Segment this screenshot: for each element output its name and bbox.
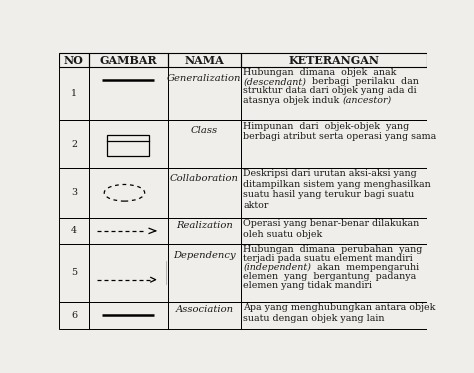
Text: Himpunan  dari  objek-objek  yang
berbagi atribut serta operasi yang sama: Himpunan dari objek-objek yang berbagi a… bbox=[243, 122, 437, 141]
Text: Dependency: Dependency bbox=[173, 251, 236, 260]
Bar bbox=[168, 67, 241, 120]
Text: 3: 3 bbox=[71, 188, 77, 197]
Bar bbox=[59, 218, 89, 244]
Bar bbox=[89, 120, 168, 168]
Text: KETERANGAN: KETERANGAN bbox=[288, 55, 379, 66]
Text: (descendant): (descendant) bbox=[243, 78, 306, 87]
Text: (ancestor): (ancestor) bbox=[343, 95, 392, 104]
Bar bbox=[241, 244, 427, 302]
Text: NAMA: NAMA bbox=[184, 55, 224, 66]
Bar bbox=[241, 53, 427, 67]
Bar bbox=[89, 244, 168, 302]
Text: (independent): (independent) bbox=[243, 263, 311, 272]
Text: akan  mempengaruhi: akan mempengaruhi bbox=[311, 263, 419, 272]
Bar bbox=[241, 67, 427, 120]
Bar bbox=[59, 168, 89, 218]
Bar bbox=[168, 244, 241, 302]
Text: Generalization: Generalization bbox=[167, 73, 242, 82]
Text: Apa yang menghubungkan antara objek
suatu dengan objek yang lain: Apa yang menghubungkan antara objek suat… bbox=[243, 303, 436, 323]
Bar bbox=[168, 218, 241, 244]
Bar bbox=[241, 302, 427, 329]
Bar bbox=[241, 218, 427, 244]
Text: 6: 6 bbox=[71, 311, 77, 320]
Text: 1: 1 bbox=[71, 89, 77, 98]
Text: 5: 5 bbox=[71, 268, 77, 277]
Text: Association: Association bbox=[175, 305, 233, 314]
Bar bbox=[59, 120, 89, 168]
Text: Deskripsi dari urutan aksi-aksi yang
ditampilkan sistem yang menghasilkan
suatu : Deskripsi dari urutan aksi-aksi yang dit… bbox=[243, 169, 431, 210]
Text: elemen yang tidak mandiri: elemen yang tidak mandiri bbox=[243, 281, 372, 290]
Text: Hubungan  dimana  objek  anak: Hubungan dimana objek anak bbox=[243, 68, 397, 77]
Bar bbox=[168, 302, 241, 329]
Bar bbox=[89, 67, 168, 120]
Text: GAMBAR: GAMBAR bbox=[100, 55, 157, 66]
Text: Hubungan  dimana  perubahan  yang: Hubungan dimana perubahan yang bbox=[243, 245, 423, 254]
Bar bbox=[168, 53, 241, 67]
Bar bbox=[59, 67, 89, 120]
Text: 4: 4 bbox=[71, 226, 77, 235]
Text: elemen  yang  bergantung  padanya: elemen yang bergantung padanya bbox=[243, 272, 417, 281]
Text: Realization: Realization bbox=[176, 221, 233, 230]
Bar bbox=[107, 135, 149, 156]
Text: berbagi  perilaku  dan: berbagi perilaku dan bbox=[306, 78, 419, 87]
Text: terjadi pada suatu element mandiri: terjadi pada suatu element mandiri bbox=[243, 254, 413, 263]
Text: Collaboration: Collaboration bbox=[170, 174, 239, 183]
Text: atasnya objek induk: atasnya objek induk bbox=[243, 95, 343, 104]
Text: Operasi yang benar-benar dilakukan
oleh suatu objek: Operasi yang benar-benar dilakukan oleh … bbox=[243, 219, 419, 239]
Text: 2: 2 bbox=[71, 140, 77, 148]
Bar bbox=[59, 53, 89, 67]
Text: struktur data dari objek yang ada di: struktur data dari objek yang ada di bbox=[243, 87, 417, 95]
Bar bbox=[241, 120, 427, 168]
Bar bbox=[59, 244, 89, 302]
Bar bbox=[168, 120, 241, 168]
Bar bbox=[59, 302, 89, 329]
Text: NO: NO bbox=[64, 55, 84, 66]
Text: Class: Class bbox=[191, 126, 218, 135]
Bar bbox=[168, 168, 241, 218]
Bar bbox=[89, 168, 168, 218]
Bar bbox=[89, 53, 168, 67]
Bar bbox=[89, 302, 168, 329]
Bar bbox=[89, 218, 168, 244]
Bar bbox=[241, 168, 427, 218]
